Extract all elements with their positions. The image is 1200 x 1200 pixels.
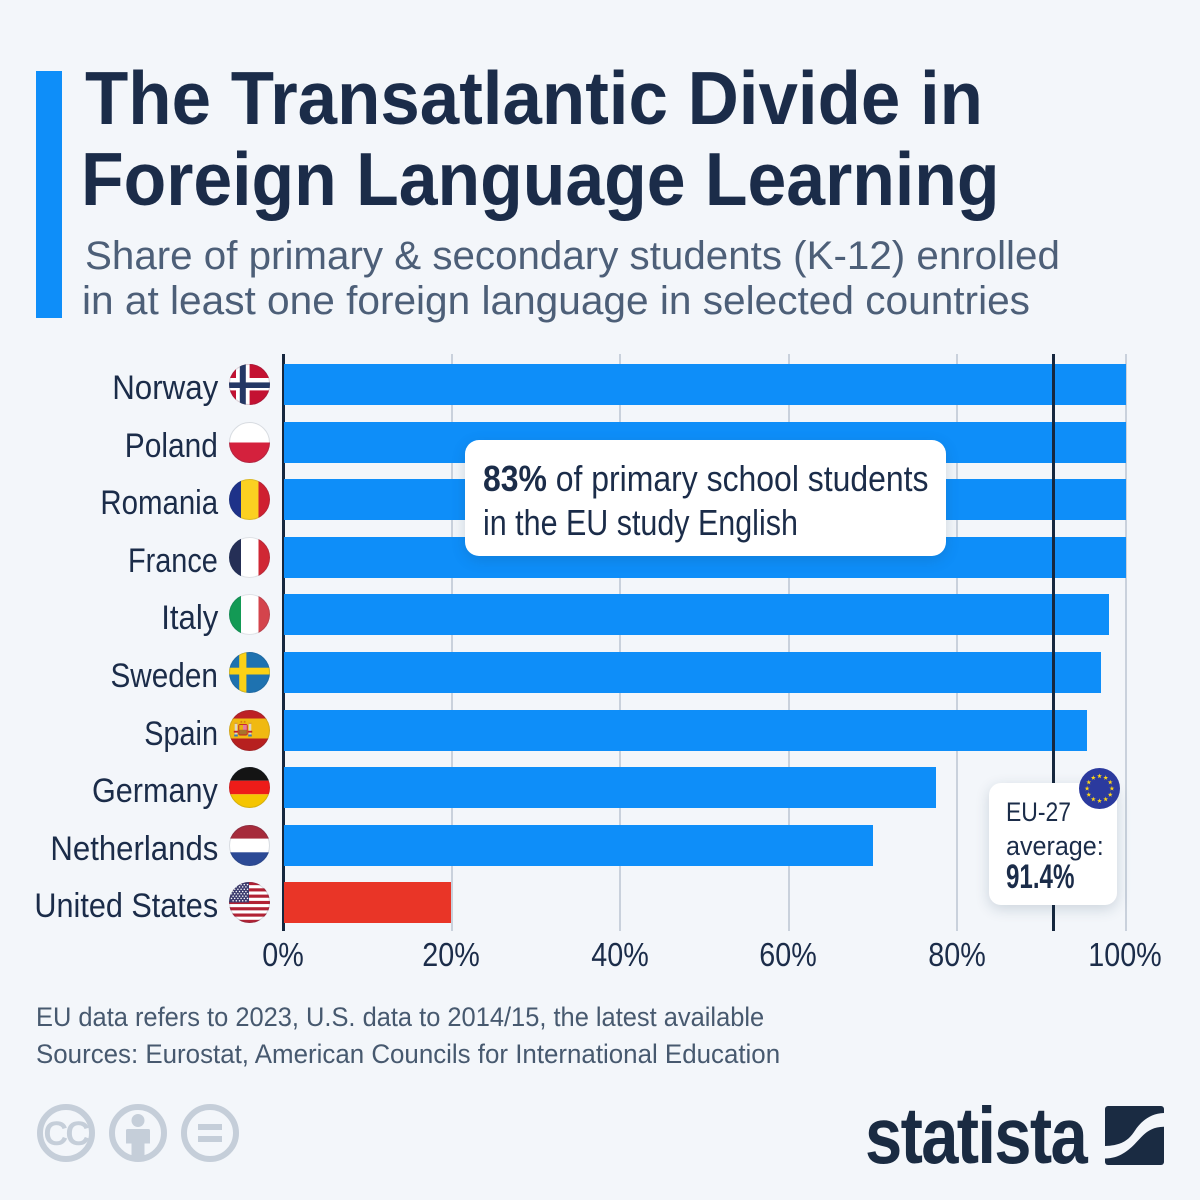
svg-text:CC: CC xyxy=(43,1115,89,1153)
